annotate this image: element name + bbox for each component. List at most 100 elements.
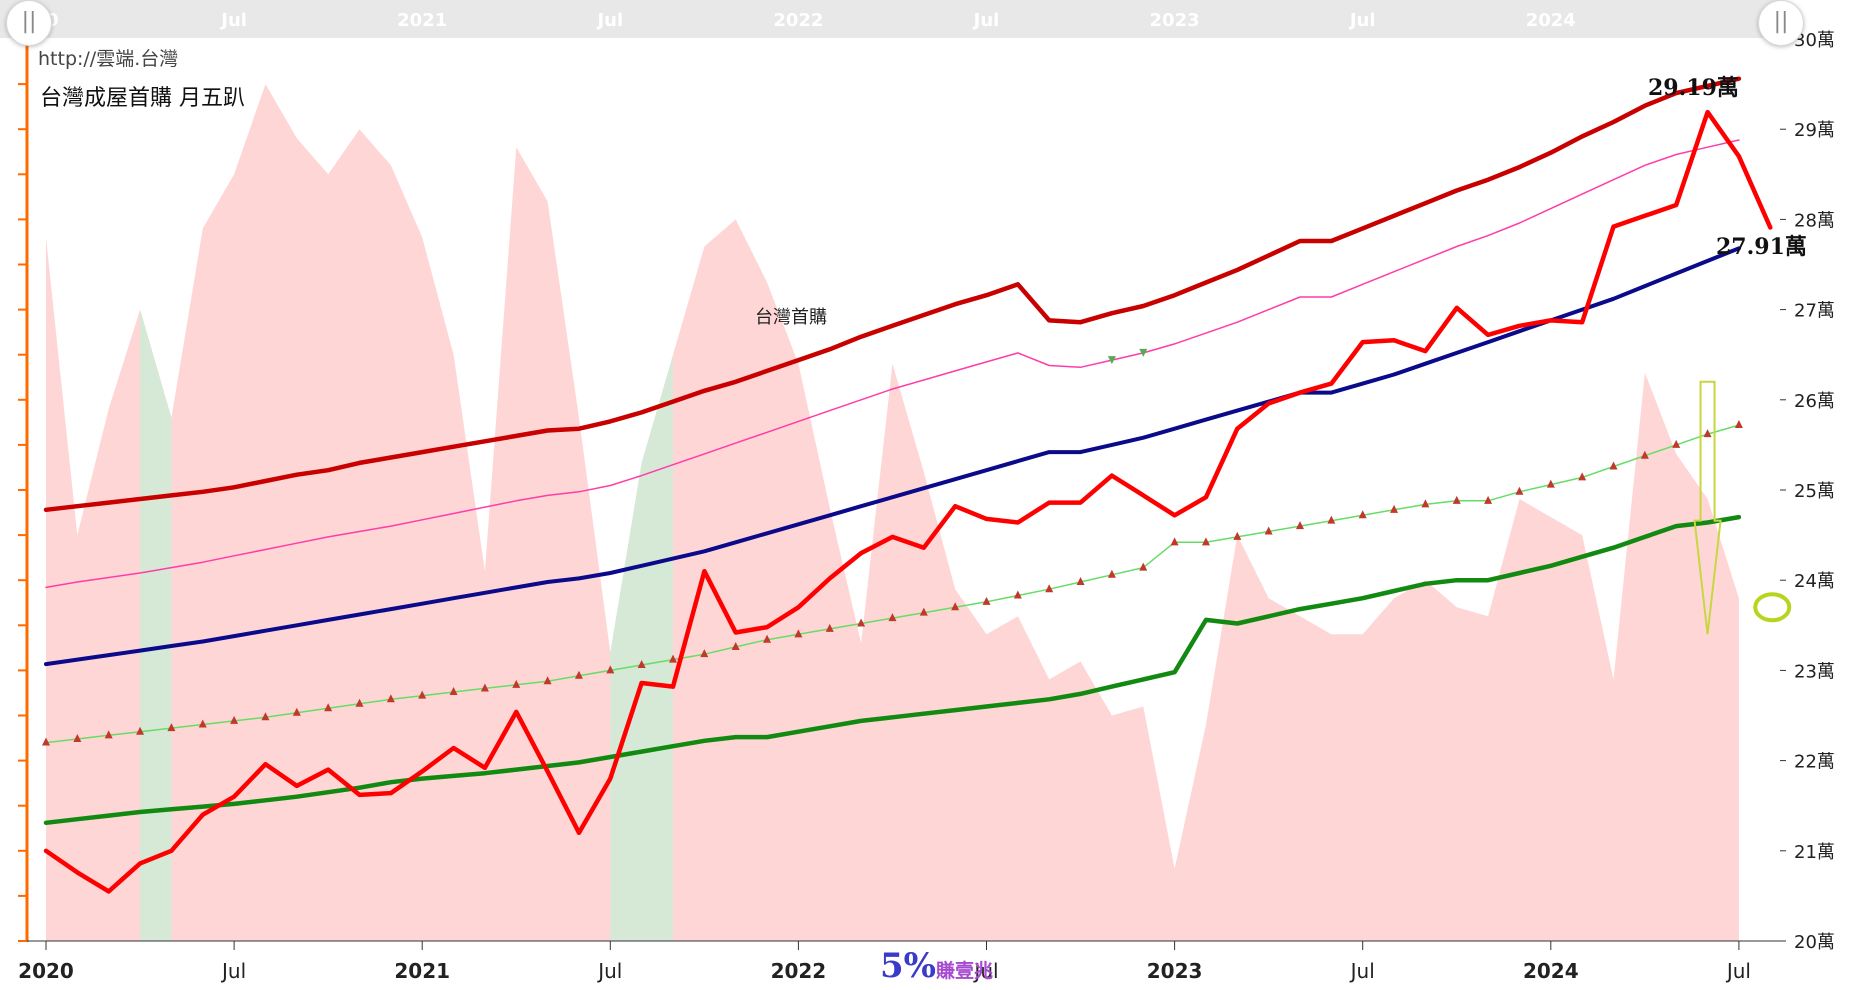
series-marker-lower_dotted (1734, 420, 1743, 429)
series-marker-lower_dotted (1170, 537, 1179, 546)
y-tick-label: 24萬 (1794, 571, 1835, 592)
navigator-tick-label: Jul (1348, 10, 1376, 31)
annotations (1693, 380, 1792, 635)
y-tick-label: 26萬 (1794, 391, 1835, 412)
series-marker-lower_dotted (1139, 562, 1148, 571)
last-callout: 27.91萬 (1716, 234, 1807, 260)
series-marker-lower_dotted (731, 641, 740, 650)
navigator-left-handle[interactable]: || (6, 0, 52, 46)
series-line-lower (43, 514, 1742, 826)
series-marker-lower_dotted (888, 613, 897, 622)
background-areas (46, 84, 1739, 942)
series-marker-lower_dotted (825, 623, 834, 632)
series-marker-lower_dotted (669, 654, 677, 663)
series-marker-lower_dotted (1233, 531, 1242, 540)
green-band-0 (140, 309, 172, 942)
series-marker-lower_dotted (42, 737, 50, 746)
x-tick-label: 2020 (18, 959, 74, 983)
left-axis-ticks (18, 83, 27, 942)
navigator-right-handle[interactable]: || (1758, 0, 1804, 46)
series-marker-lower_dotted (230, 715, 239, 724)
series-marker-lower_dotted (480, 683, 489, 692)
series-marker-lower_dotted (543, 676, 552, 685)
x-axis-ticks: 2020 Jul 2021 Jul 2022 Jul 2023 Jul 2024 Jul (18, 941, 1751, 983)
navigator-tick-label: 2021 (397, 10, 447, 31)
series-line-price (43, 109, 1773, 894)
peak-callout: 29.19萬 (1648, 75, 1739, 101)
series-marker-lower_dotted (355, 698, 364, 707)
series-marker-lower_dotted (1672, 439, 1681, 448)
brand-logo: 5%賺壹兆 (880, 946, 993, 986)
series-marker-lower_dotted (700, 649, 709, 658)
series-marker-lower_dotted (104, 730, 113, 739)
y-tick-label: 21萬 (1794, 842, 1835, 863)
series-marker-lower_dotted (198, 719, 207, 728)
series-marker-lower_dotted (261, 712, 270, 721)
x-tick-label: Jul (1349, 959, 1375, 983)
series-line-mid (44, 246, 1741, 667)
x-tick-label: 2021 (394, 959, 450, 983)
series-marker-lower_dotted (167, 723, 176, 732)
series-markers (42, 348, 1743, 746)
series-marker-lower_dotted (1515, 486, 1524, 495)
series-marker-lower_dotted (1076, 577, 1085, 586)
y-tick-label: 28萬 (1794, 210, 1835, 231)
series-marker-lower_dotted (1327, 515, 1336, 524)
y-tick-label: 29萬 (1794, 120, 1835, 141)
navigator-tick-label: 2024 (1526, 10, 1576, 31)
series-marker-lower_dotted (1609, 461, 1618, 470)
watermark-url: http://雲端.台灣 (38, 48, 179, 70)
x-tick-label: 2022 (771, 959, 827, 983)
navigator-tick-label: Jul (972, 10, 1000, 31)
series-marker-lower_dotted (1296, 521, 1304, 530)
y-axis-ticks: 20萬 21萬 22萬 23萬 24萬 25萬 26萬 27萬 28萬 29萬 30萬 (1780, 30, 1835, 953)
navigator-tick-label: 2023 (1150, 10, 1200, 31)
x-tick-label: Jul (1725, 959, 1751, 983)
navigator-tick-label: Jul (219, 10, 247, 31)
series-marker-lower_dotted (1703, 429, 1712, 438)
series-marker-lower_dotted (1201, 537, 1210, 546)
series-marker-lower_dotted (1358, 510, 1367, 519)
brand-percent: 5% (880, 946, 936, 986)
x-tick-label: Jul (596, 959, 622, 983)
series-marker-lower_dotted (1452, 495, 1461, 504)
x-tick-label: 2024 (1523, 959, 1579, 983)
y-tick-label: 23萬 (1794, 661, 1835, 682)
navigator-tick-label: 2022 (773, 10, 823, 31)
series-marker-lower_dotted (1390, 504, 1399, 513)
series-marker-lower_dotted (919, 607, 928, 616)
x-tick-label: 2023 (1147, 959, 1203, 983)
x-tick-label: Jul (220, 959, 246, 983)
series-marker-lower_dotted (1264, 526, 1273, 535)
series-marker-lower_dotted (418, 690, 427, 699)
x-tick-label: Jul (972, 959, 998, 983)
navigator-bar[interactable] (0, 0, 1780, 38)
series-marker-lower_dotted (1578, 472, 1587, 481)
series-marker-lower_dotted (951, 602, 960, 611)
brand-text: 賺壹兆 (935, 960, 993, 982)
series-marker-lower_dotted (1546, 479, 1555, 488)
series-marker-lower_dotted (606, 665, 615, 674)
y-tick-label: 25萬 (1794, 481, 1835, 502)
navigator-tick-label: Jul (595, 10, 623, 31)
series-marker-lower_dotted (794, 629, 803, 638)
series-marker-lower_dotted (292, 707, 301, 716)
series-marker-lower_dotted (324, 703, 333, 712)
y-tick-label: 20萬 (1794, 932, 1835, 953)
y-tick-label: 30萬 (1794, 30, 1835, 51)
series-marker-lower_dotted (512, 679, 521, 688)
y-tick-label: 22萬 (1794, 752, 1835, 773)
green-band-1 (610, 354, 673, 941)
series-marker-lower_dotted (1107, 569, 1116, 578)
series-marker-lower_dotted (1045, 584, 1054, 593)
series-marker-lower_dotted (449, 687, 458, 696)
target-circle-icon (1753, 592, 1792, 623)
chart-title: 台灣成屋首購 月五趴 (40, 86, 245, 111)
series-marker-lower_dotted (1421, 499, 1430, 508)
series-line-upper (43, 76, 1742, 513)
down-arrow-icon (1693, 380, 1722, 635)
series-marker-lower_dotted (386, 694, 395, 703)
series-marker-lower_dotted (1484, 495, 1493, 504)
series-marker-lower_dotted (982, 596, 991, 605)
